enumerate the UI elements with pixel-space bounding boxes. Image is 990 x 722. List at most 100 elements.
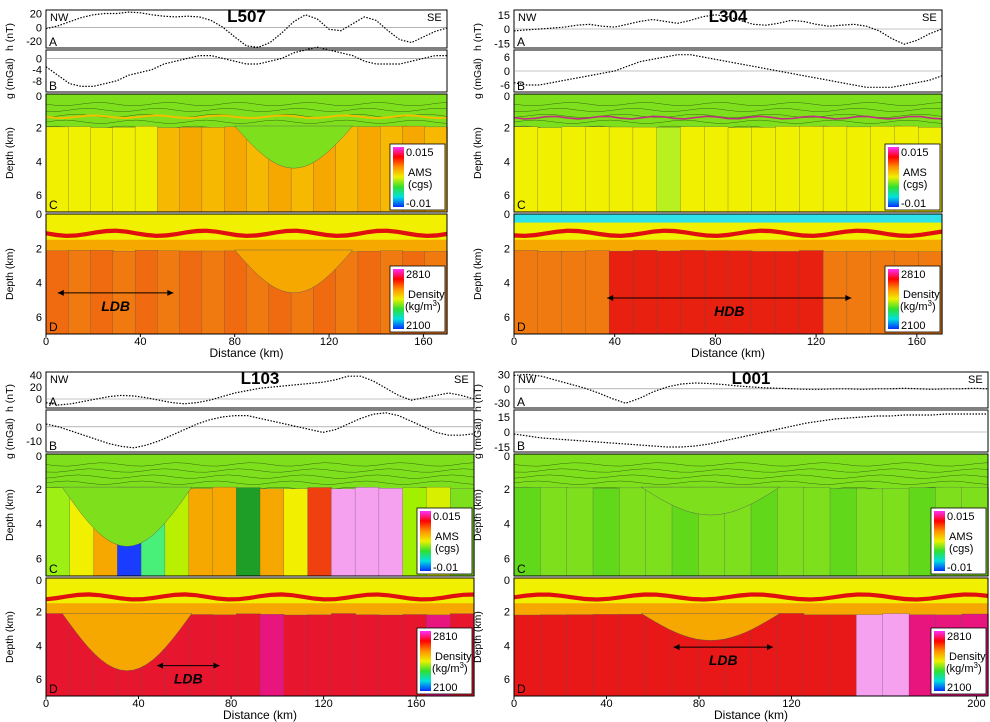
x-tick-label: 0 [43, 698, 49, 710]
basement-block [224, 126, 248, 213]
basement-block [307, 614, 333, 697]
basement-block [236, 487, 261, 577]
mag-tick: 0 [504, 384, 510, 396]
section-frame [45, 93, 448, 213]
panel-letter-c: C [49, 198, 58, 212]
basement-block [803, 614, 831, 697]
legend-min: 2100 [901, 320, 925, 332]
x-tick-label: 40 [609, 336, 621, 348]
panel-letter-a: A [517, 35, 525, 49]
basement-block [750, 487, 778, 577]
legend-title: Density [949, 651, 986, 663]
layer-line [513, 480, 989, 485]
section-frame [45, 213, 448, 335]
basement-block [112, 127, 136, 213]
ams-legend: 0.015 AMS(cgs) -0.01 [930, 507, 987, 575]
panel-letter-d: D [49, 682, 58, 696]
mag-tick: 0 [504, 24, 510, 36]
zone-marker: LDB [157, 662, 220, 687]
layer-line [513, 119, 943, 124]
basement-block [236, 613, 261, 697]
basement-block [680, 250, 705, 335]
legend-max: 0.015 [433, 511, 461, 523]
depth-tick: 6 [504, 190, 510, 202]
x-tick-label: 80 [693, 698, 705, 710]
legend-min: 2100 [947, 682, 971, 694]
depth-tick-zero: 0 [504, 451, 510, 463]
grav-frame [45, 409, 475, 453]
section-frame [513, 93, 943, 213]
density-section: 2 4 6 0 Depth (km) D 2810 Density(kg/m3) 2100 LDB [472, 575, 989, 697]
depth-tick-zero: 0 [504, 575, 510, 587]
depth-tick: 2 [36, 123, 42, 135]
basement-block [775, 126, 801, 213]
dir-right: SE [454, 374, 469, 386]
x-axis-label: Distance (km) [223, 708, 297, 722]
dir-left: NW [50, 374, 69, 386]
zone-label: LDB [101, 298, 130, 314]
basement-block [777, 613, 805, 697]
mag-curve [45, 11, 448, 48]
profile-title: L507 [227, 7, 266, 26]
mag-panel: NW SE A 15 0 -15 h (nT) [472, 9, 943, 51]
mag-tick: -20 [26, 36, 42, 48]
density-section: 0 2 4 6 Depth (km) D 2810 Density(kg/m3) 2100 HDB [472, 209, 943, 335]
basement-block [540, 487, 568, 577]
basin-fill [61, 613, 193, 671]
depth-tick-zero: 0 [36, 91, 42, 103]
x-tick-label: 120 [782, 698, 800, 710]
depth-tick: 4 [504, 519, 510, 531]
x-axis: 0 40 80 120 200 Distance (km) [511, 696, 986, 722]
legend-title: Density [435, 651, 472, 663]
mag-tick: -15 [494, 38, 510, 50]
legend-max: 2810 [947, 631, 971, 643]
depth-tick: 4 [504, 278, 510, 290]
depth-tick: 2 [504, 123, 510, 135]
grav-axis-label: g (mGal) [4, 58, 16, 99]
basement-block [632, 250, 658, 335]
basement-block [513, 614, 541, 697]
legend-unit: (cgs) [903, 179, 927, 191]
basement-block [777, 486, 805, 577]
depth-tick: 4 [36, 519, 42, 531]
depth-axis-label: Depth (km) [4, 611, 16, 663]
basement-block [561, 251, 587, 335]
basin-fill [640, 613, 781, 641]
basement-block [799, 250, 824, 335]
dir-right: SE [968, 374, 983, 386]
ams-section: 2 4 6 0 Depth (km) C 0.015 AMS(cgs) -0.01 [472, 451, 989, 577]
legend-min: -0.01 [433, 562, 458, 574]
basement-block [45, 487, 71, 577]
depth-tick: 2 [36, 607, 42, 619]
basement-block [224, 250, 248, 335]
layer-line [513, 102, 943, 107]
basement-block [68, 250, 92, 335]
grav-curve [45, 46, 447, 88]
basement-block [90, 250, 114, 335]
basin-fill [61, 486, 193, 547]
grav-tick: -15 [494, 442, 510, 454]
mag-frame [513, 371, 989, 409]
basement-block [846, 126, 872, 213]
basement-block [188, 614, 214, 697]
panel-letter-a: A [49, 395, 57, 409]
basement-block [540, 614, 568, 697]
legend-title: AMS [903, 167, 927, 179]
basin-fill [234, 125, 354, 169]
legend-max: 0.015 [947, 511, 975, 523]
density-section: 0 2 4 6 Depth (km) D 2810 Density(kg/m3) 2100 LDB [4, 209, 448, 335]
basement-block [513, 126, 539, 213]
ams-section: 2 4 6 0 Depth (km) C 0.015 AMS(cgs) -0.01 [472, 91, 943, 213]
depth-tick: 2 [36, 243, 42, 255]
basement-block [259, 614, 285, 697]
dir-left: NW [518, 12, 537, 24]
grav-curve [513, 413, 988, 448]
profile-title: L103 [241, 369, 280, 388]
x-tick-label: 0 [43, 336, 49, 348]
ams-section: 2 4 6 0 Depth (km) C 0.015 AMS(cgs) -0.01 [4, 451, 475, 577]
profile-title: L304 [709, 7, 748, 26]
grav-tick: -8 [32, 76, 42, 88]
